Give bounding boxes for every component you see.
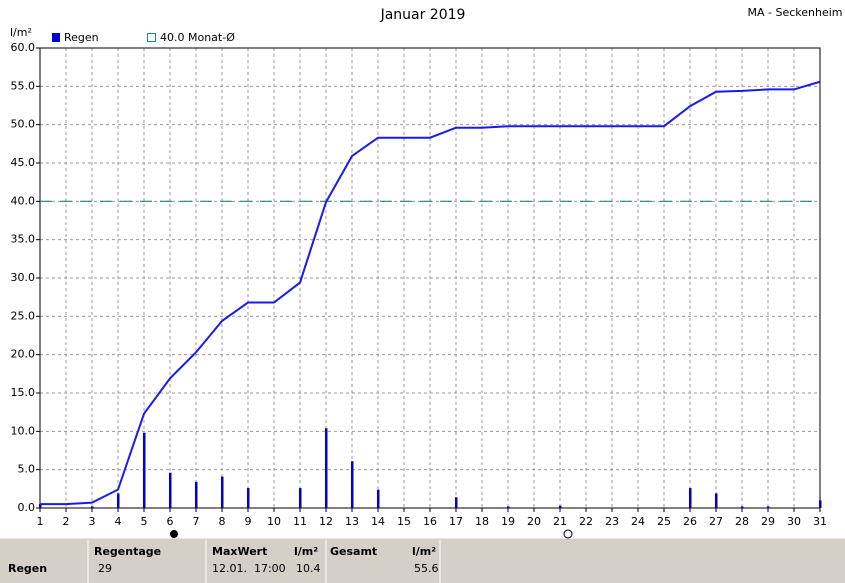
x-tick-label: 31 [813, 515, 827, 528]
col-header: Gesamt [330, 545, 377, 558]
col-header: Regentage [94, 545, 161, 558]
y-tick-label: 5.0 [18, 463, 36, 476]
y-tick-label: 10.0 [11, 424, 36, 437]
x-tick-label: 10 [267, 515, 281, 528]
y-tick-label: 25.0 [11, 309, 36, 322]
x-tick-label: 30 [787, 515, 801, 528]
y-tick-label: 60.0 [11, 41, 36, 54]
full-moon-icon [170, 530, 178, 538]
separators [87, 540, 441, 583]
x-tick-label: 20 [527, 515, 541, 528]
cell: 10.4 [296, 562, 321, 575]
x-tick-label: 2 [63, 515, 70, 528]
legend: Regen 40.0 Monat-Ø [52, 31, 235, 44]
x-tick-label: 15 [397, 515, 411, 528]
y-axis-label: l/m² [10, 26, 32, 39]
x-tick-label: 6 [167, 515, 174, 528]
bar [455, 497, 458, 508]
legend-label: 40.0 Monat-Ø [160, 31, 235, 44]
x-tick-label: 11 [293, 515, 307, 528]
plot-border [39, 47, 821, 509]
x-tick-label: 21 [553, 515, 567, 528]
x-tick-label: 23 [605, 515, 619, 528]
chart-title: Januar 2019 [380, 7, 466, 23]
new-moon-icon [563, 529, 573, 539]
cell: 12.01. 17:00 [212, 562, 286, 575]
y-tick-label: 45.0 [11, 156, 36, 169]
x-tick-label: 7 [193, 515, 200, 528]
bar [247, 488, 250, 508]
bar [195, 481, 198, 508]
station-name: MA - Seckenheim [747, 6, 842, 19]
bar [741, 506, 744, 508]
col-header: l/m² [412, 545, 436, 558]
bar [715, 493, 718, 508]
bar [91, 506, 94, 508]
x-tick-label: 12 [319, 515, 333, 528]
bar [351, 461, 354, 508]
bar [559, 505, 562, 508]
bar [767, 506, 770, 508]
row-label: Regen [8, 562, 47, 575]
bar [325, 428, 328, 508]
x-tick-label: 28 [735, 515, 749, 528]
y-tick-label: 50.0 [11, 118, 36, 131]
cumulative-line [40, 80, 821, 506]
x-tick-label: 17 [449, 515, 463, 528]
col-header: MaxWert [212, 545, 267, 558]
legend-swatch [147, 33, 156, 42]
legend-swatch [52, 33, 60, 42]
y-tick-label: 15.0 [11, 386, 36, 399]
bar [689, 488, 692, 508]
x-tick-label: 19 [501, 515, 515, 528]
x-tick-label: 8 [219, 515, 226, 528]
bar [507, 506, 510, 508]
y-tick-label: 35.0 [11, 233, 36, 246]
bar [221, 476, 224, 508]
x-tick-label: 13 [345, 515, 359, 528]
bar [819, 500, 822, 508]
x-tick-label: 5 [141, 515, 148, 528]
y-tick-label: 55.0 [11, 79, 36, 92]
y-tick-label: 30.0 [11, 271, 36, 284]
bar [169, 472, 172, 508]
cell: 55.6 [414, 562, 439, 575]
x-tick-label: 26 [683, 515, 697, 528]
x-tick-label: 18 [475, 515, 489, 528]
col-header: l/m² [294, 545, 318, 558]
bar [39, 504, 42, 508]
x-tick-label: 14 [371, 515, 385, 528]
x-tick-label: 27 [709, 515, 723, 528]
x-tick-label: 29 [761, 515, 775, 528]
x-tick-label: 25 [657, 515, 671, 528]
x-tick-label: 9 [245, 515, 252, 528]
x-tick-label: 1 [37, 515, 44, 528]
y-tick-label: 20.0 [11, 348, 36, 361]
y-tick-label: 0.0 [18, 501, 36, 514]
x-tick-label: 22 [579, 515, 593, 528]
bar [143, 432, 146, 508]
bar [377, 489, 380, 508]
legend-label: Regen [64, 31, 99, 44]
x-tick-label: 16 [423, 515, 437, 528]
bar [117, 493, 120, 508]
bar [299, 488, 302, 508]
x-tick-label: 3 [89, 515, 96, 528]
x-tick-label: 24 [631, 515, 645, 528]
stats-panel [0, 538, 845, 583]
cell: 29 [98, 562, 112, 575]
y-tick-label: 40.0 [11, 194, 36, 207]
x-tick-label: 4 [115, 515, 122, 528]
